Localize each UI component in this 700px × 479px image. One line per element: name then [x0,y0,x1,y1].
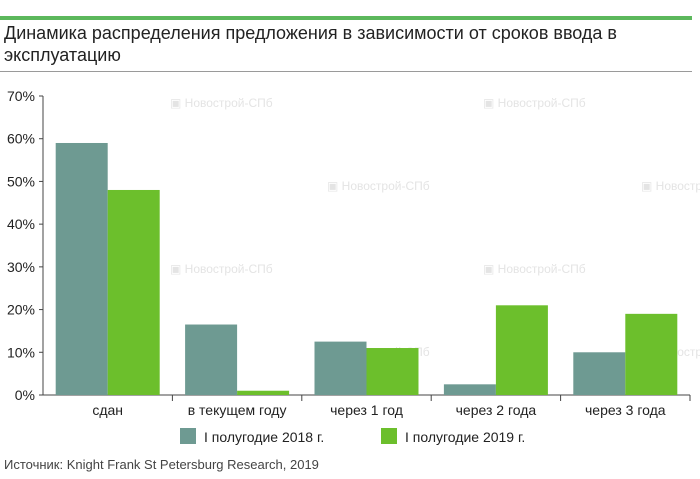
bar-h1-2018 [55,142,108,395]
watermark-text: ▣ Новострой-СПб [170,96,273,110]
watermark-text: ▣ Новострой-СПб [170,262,273,276]
legend-label: I полугодие 2018 г. [204,429,324,445]
x-tick-label: в текущем году [188,402,287,418]
x-tick-label: сдан [92,402,123,418]
legend-swatch [381,428,397,444]
x-tick-label: через 3 года [585,402,666,418]
bar-h1-2019 [625,313,678,395]
y-tick-label: 60% [7,131,35,147]
top-accent-line [0,16,692,20]
bar-h1-2018 [443,384,496,395]
watermark-text: ▣ Новострой-СПб [641,179,700,193]
legend-swatch [180,428,196,444]
y-tick-label: 50% [7,173,35,189]
y-tick-label: 40% [7,216,35,232]
source-note: Источник: Knight Frank St Petersburg Res… [4,457,319,472]
bar-h1-2018 [573,352,626,395]
y-tick-label: 10% [7,344,35,360]
title-separator [0,71,692,72]
y-tick-label: 0% [15,387,35,403]
x-tick-label: через 1 год [330,402,403,418]
bar-h1-2019 [366,348,419,395]
bar-h1-2019 [107,189,160,395]
bar-h1-2019 [237,390,290,395]
legend-label: I полугодие 2019 г. [405,429,525,445]
y-tick-label: 20% [7,302,35,318]
watermark-text: ▣ Новострой-СПб [483,262,586,276]
watermark-text: ▣ Новострой-СПб [483,96,586,110]
y-tick-label: 70% [7,88,35,104]
bar-h1-2018 [185,324,238,395]
bar-h1-2019 [495,305,548,395]
bar-h1-2018 [314,341,367,395]
x-tick-label: через 2 года [456,402,537,418]
watermark-text: ▣ Новострой-СПб [327,179,430,193]
bar-chart: ▣ Новострой-СПб ▣ Новострой-СПб ▣ Новостро… [7,88,700,445]
y-tick-label: 30% [7,259,35,275]
chart-title: Динамика распределения предложения в зав… [4,23,617,65]
